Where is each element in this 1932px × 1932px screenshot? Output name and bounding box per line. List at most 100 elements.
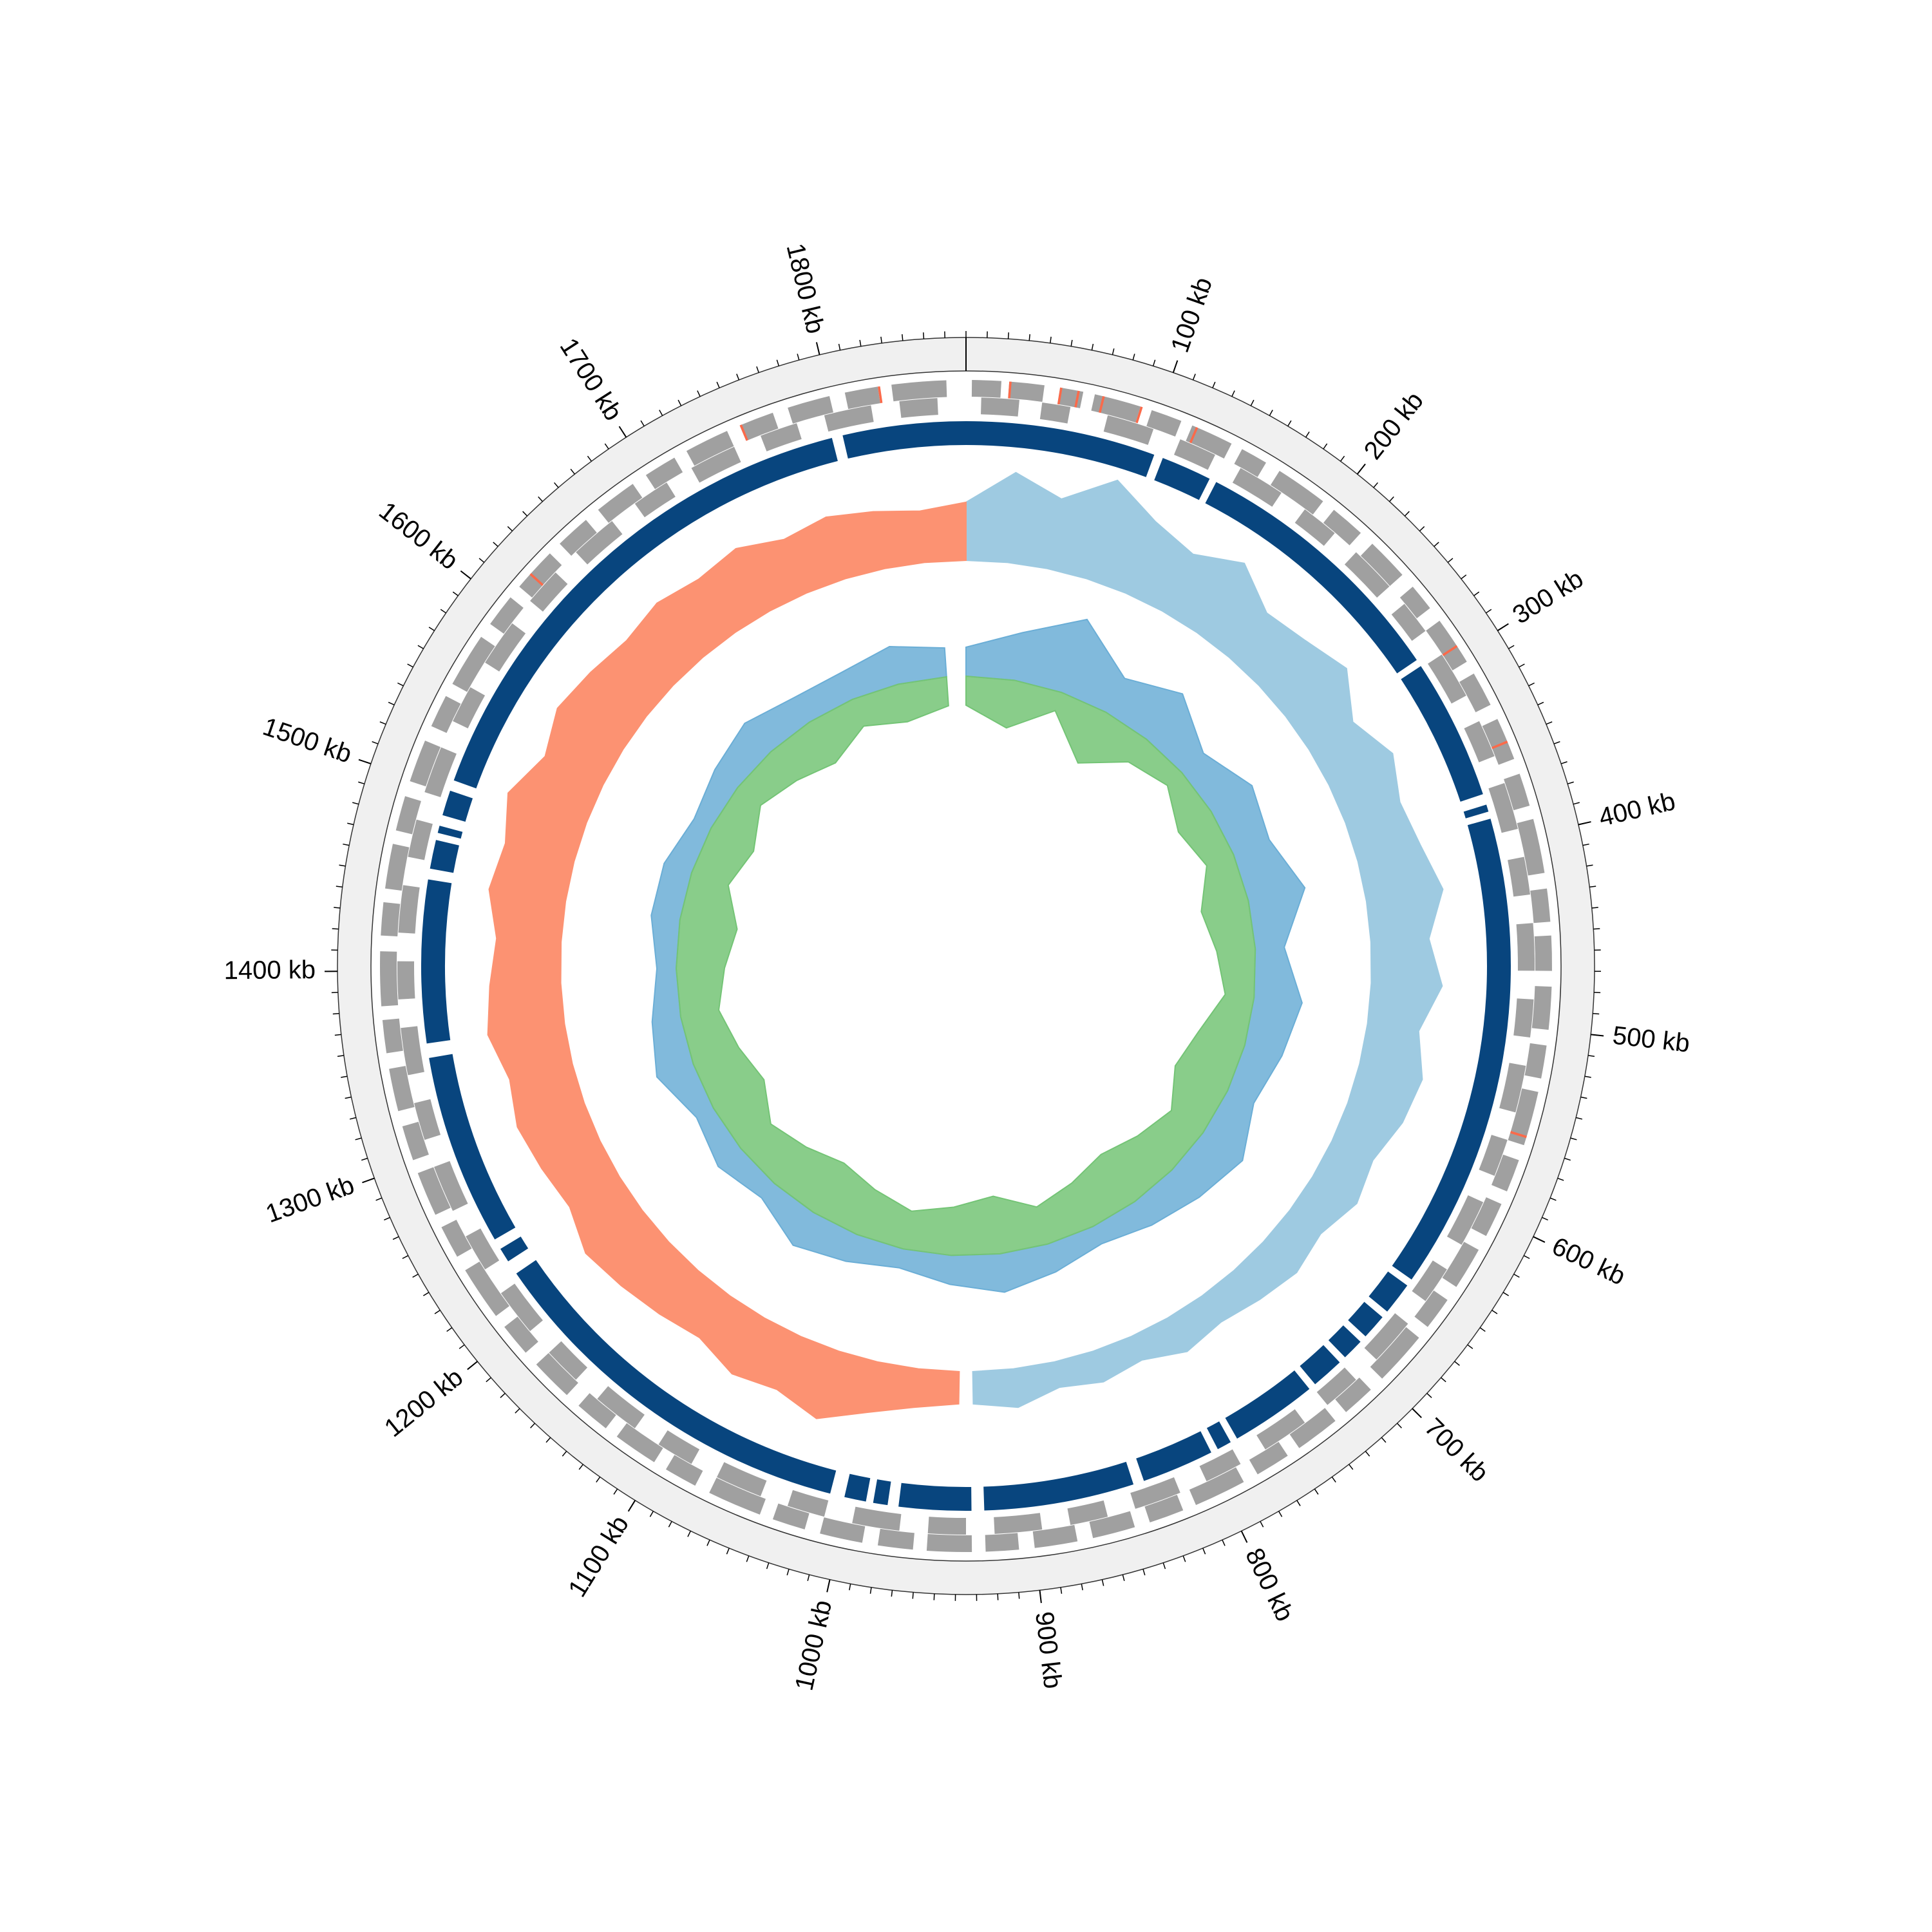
block: [1392, 819, 1511, 1280]
minor-tick: [352, 802, 359, 805]
minor-tick: [838, 343, 841, 350]
gene: [1289, 1408, 1336, 1448]
minor-tick: [596, 1477, 601, 1483]
minor-tick: [1081, 1584, 1083, 1591]
gene: [1173, 439, 1215, 470]
major-tick: [1578, 821, 1591, 826]
major-tick: [815, 342, 820, 355]
gene: [1482, 719, 1515, 765]
minor-tick: [1323, 443, 1328, 450]
gene: [761, 423, 802, 451]
minor-tick: [1202, 1548, 1206, 1555]
minor-tick: [459, 1344, 465, 1349]
gene: [382, 1018, 403, 1054]
minor-tick: [1419, 526, 1425, 532]
gene: [1504, 773, 1530, 811]
gene: [1130, 1477, 1180, 1509]
minor-tick: [478, 558, 485, 563]
tick-label: 1200 kb: [379, 1363, 468, 1443]
gene: [1491, 1154, 1519, 1192]
gene: [1412, 1260, 1447, 1302]
minor-tick: [428, 627, 435, 631]
gene: [634, 482, 676, 518]
gene: [616, 1423, 663, 1463]
block: [500, 1236, 529, 1262]
minor-tick: [902, 334, 904, 341]
minor-tick: [530, 1423, 535, 1428]
minor-tick: [452, 591, 459, 596]
gene: [1517, 819, 1545, 876]
block: [1205, 482, 1417, 674]
minor-tick: [797, 354, 800, 361]
major-tick: [618, 426, 627, 438]
rna-feature: [1491, 740, 1508, 750]
gene: [1370, 1327, 1419, 1379]
gene: [395, 796, 421, 835]
gene: [385, 844, 410, 891]
minor-tick: [1231, 390, 1235, 397]
minor-tick: [1388, 496, 1394, 502]
minor-tick: [766, 1562, 770, 1569]
major-tick: [1356, 463, 1366, 475]
minor-tick: [358, 781, 365, 784]
gene: [1089, 1511, 1135, 1539]
gene: [408, 819, 433, 860]
minor-tick: [1028, 334, 1030, 341]
minor-tick: [1546, 721, 1553, 725]
gene: [417, 1167, 451, 1215]
minor-tick: [1584, 1075, 1591, 1078]
gene: [1459, 673, 1491, 712]
gene: [981, 397, 1019, 417]
minor-tick: [507, 526, 513, 532]
minor-tick: [343, 843, 350, 846]
minor-tick: [1580, 1096, 1587, 1099]
minor-tick: [776, 359, 780, 366]
gene: [465, 1262, 509, 1316]
rna-feature: [1008, 381, 1012, 399]
minor-tick: [1502, 1292, 1510, 1296]
minor-tick: [736, 374, 740, 381]
gene: [1508, 857, 1530, 897]
minor-tick: [726, 1548, 730, 1555]
minor-tick: [1461, 574, 1467, 580]
gene: [490, 597, 524, 634]
gene: [709, 1477, 766, 1515]
gene: [389, 1066, 415, 1112]
gene: [536, 1353, 578, 1396]
minor-tick: [379, 721, 386, 725]
minor-tick: [336, 886, 343, 888]
gene: [899, 398, 938, 418]
gene: [1032, 1524, 1078, 1548]
gene: [1103, 415, 1154, 445]
minor-tick: [1050, 336, 1052, 343]
minor-tick: [1112, 348, 1115, 355]
tick-label: 100 kb: [1166, 274, 1218, 356]
minor-tick: [361, 1157, 368, 1161]
gene: [1513, 998, 1534, 1037]
gene: [1146, 410, 1182, 437]
minor-tick: [375, 1197, 383, 1201]
gene: [985, 1533, 1019, 1552]
minor-tick: [604, 443, 609, 450]
gene: [1499, 1063, 1526, 1113]
major-tick: [627, 1500, 636, 1512]
gene: [380, 951, 399, 1007]
gene: [877, 1528, 914, 1550]
minor-tick: [1537, 701, 1544, 706]
minor-tick: [786, 1569, 790, 1576]
minor-tick: [1473, 591, 1480, 596]
minor-tick: [412, 1273, 419, 1278]
minor-tick: [1260, 1521, 1264, 1528]
major-tick: [467, 1361, 478, 1370]
minor-tick: [1454, 1361, 1460, 1366]
minor-tick: [349, 1117, 356, 1120]
minor-tick: [1553, 741, 1560, 744]
gene: [1399, 587, 1430, 619]
gene: [452, 636, 495, 692]
minor-tick: [1397, 1423, 1402, 1428]
gene: [1464, 721, 1495, 762]
gene: [691, 446, 741, 483]
major-tick: [460, 570, 471, 580]
minor-tick: [1589, 886, 1596, 888]
minor-tick: [1192, 374, 1196, 381]
